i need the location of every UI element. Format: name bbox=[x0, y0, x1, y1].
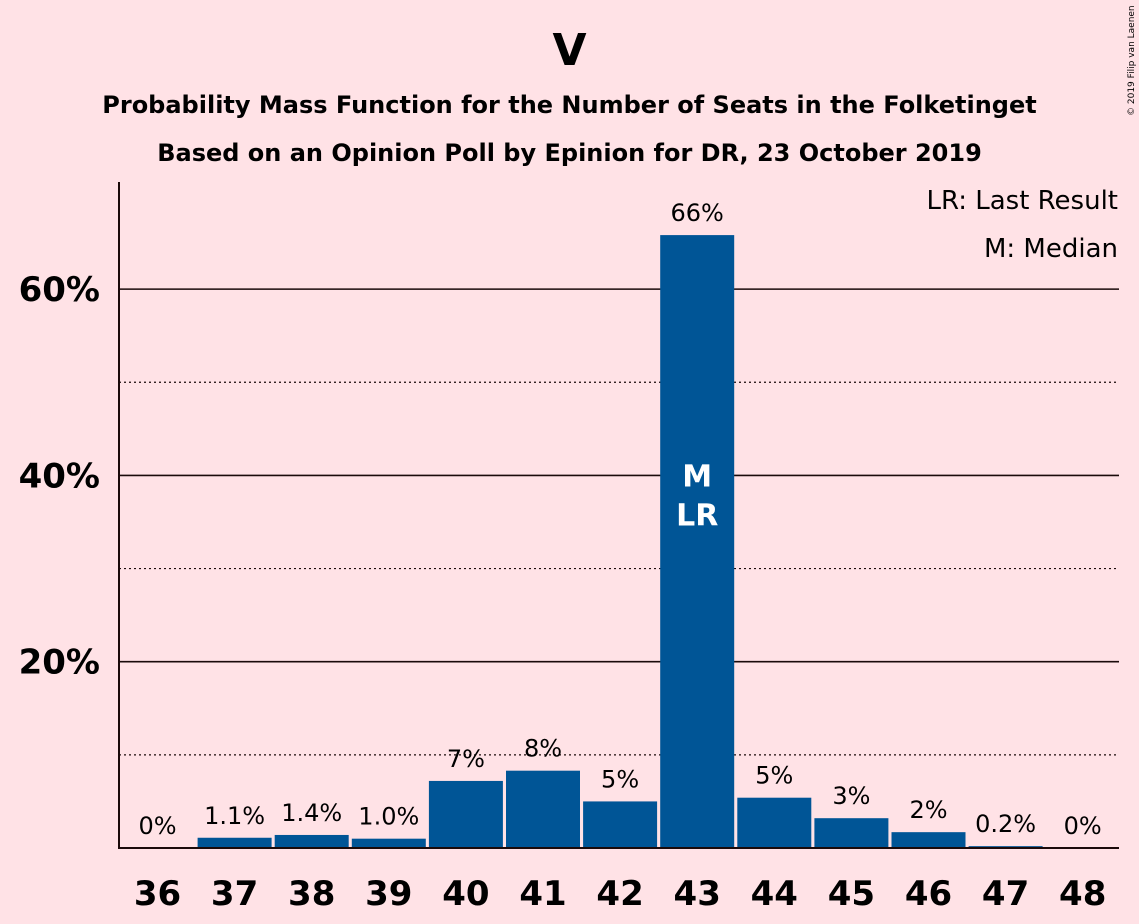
x-tick-label-42: 42 bbox=[596, 874, 643, 914]
data-label-37: 1.1% bbox=[204, 802, 265, 830]
bar-46 bbox=[891, 832, 966, 848]
y-tick-label: 40% bbox=[19, 456, 100, 496]
legend-last-result: LR: Last Result bbox=[926, 186, 1118, 216]
bar-40 bbox=[428, 780, 503, 848]
x-tick-label-37: 37 bbox=[211, 874, 258, 914]
data-label-47: 0.2% bbox=[975, 810, 1036, 838]
data-label-48: 0% bbox=[1064, 812, 1102, 840]
data-label-38: 1.4% bbox=[281, 799, 342, 827]
gridlines bbox=[119, 288, 1119, 756]
data-label-40: 7% bbox=[447, 745, 485, 773]
bar-45 bbox=[814, 818, 889, 848]
data-label-36: 0% bbox=[138, 812, 176, 840]
bar-37 bbox=[197, 837, 272, 848]
data-label-41: 8% bbox=[524, 735, 562, 763]
data-label-43: 66% bbox=[671, 199, 724, 227]
median-marker: M bbox=[682, 459, 712, 494]
bars-group bbox=[197, 235, 1043, 849]
x-tick-label-48: 48 bbox=[1059, 874, 1106, 914]
chart-title: V bbox=[552, 25, 586, 76]
x-tick-label-38: 38 bbox=[288, 874, 335, 914]
bar-39 bbox=[351, 838, 426, 848]
x-tick-label-39: 39 bbox=[365, 874, 412, 914]
data-label-44: 5% bbox=[755, 762, 793, 790]
y-tick-label: 60% bbox=[19, 270, 100, 310]
x-tick-label-47: 47 bbox=[982, 874, 1029, 914]
last-result-marker: LR bbox=[676, 498, 718, 533]
x-tick-label-44: 44 bbox=[751, 874, 798, 914]
data-labels-group: 0% 1.1% 1.4% 1.0% 7% 8% 5% 66% 5% 3% 2% 0.2% 0% bbox=[138, 199, 1101, 840]
legend-median: M: Median bbox=[984, 234, 1118, 264]
x-tick-label-36: 36 bbox=[134, 874, 181, 914]
x-tick-label-45: 45 bbox=[828, 874, 875, 914]
data-label-45: 3% bbox=[832, 782, 870, 810]
x-tick-labels: 36 37 38 39 40 41 42 43 44 45 46 47 48 bbox=[134, 874, 1107, 914]
x-tick-label-43: 43 bbox=[674, 874, 721, 914]
bar-42 bbox=[583, 801, 658, 848]
bar-44 bbox=[737, 797, 812, 848]
y-tick-labels: 20% 40% 60% bbox=[19, 270, 100, 683]
markers-group: M LR bbox=[676, 459, 718, 533]
chart-subtitle-line-2: Based on an Opinion Poll by Epinion for … bbox=[157, 139, 982, 167]
chart-subtitle-line-1: Probability Mass Function for the Number… bbox=[102, 91, 1036, 119]
y-tick-label: 20% bbox=[19, 643, 100, 683]
bar-41 bbox=[506, 770, 580, 848]
data-label-46: 2% bbox=[909, 796, 947, 824]
bar-38 bbox=[274, 834, 349, 848]
bar-43 bbox=[660, 235, 735, 849]
data-label-39: 1.0% bbox=[358, 803, 419, 831]
x-tick-label-41: 41 bbox=[519, 874, 566, 914]
copyright-notice: © 2019 Filip van Laenen bbox=[1127, 5, 1137, 116]
x-tick-label-46: 46 bbox=[905, 874, 952, 914]
data-label-42: 5% bbox=[601, 765, 639, 793]
x-tick-label-40: 40 bbox=[442, 874, 489, 914]
